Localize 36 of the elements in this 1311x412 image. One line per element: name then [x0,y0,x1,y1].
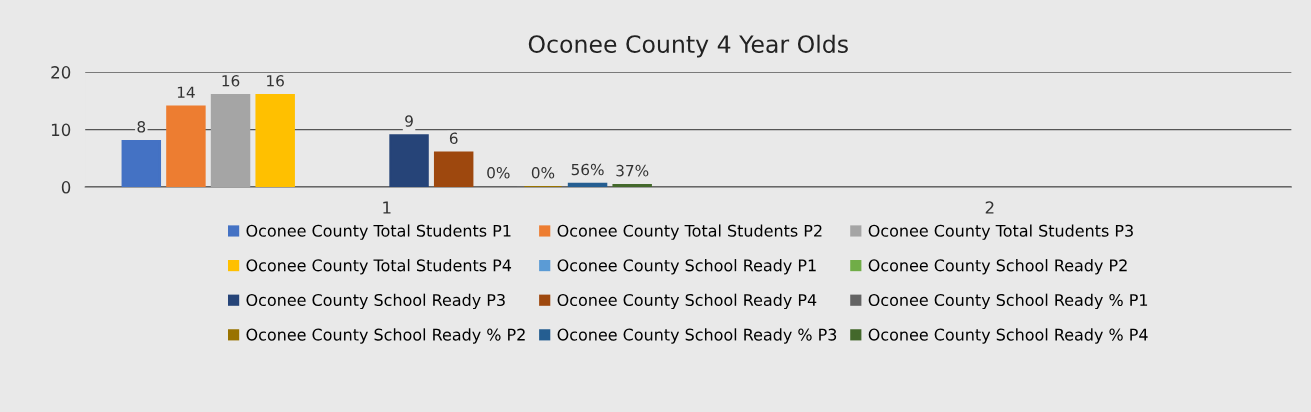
legend-label: Oconee County Total Students P2 [557,224,822,240]
legend-label: Oconee County School Ready % P2 [246,328,525,344]
bar [612,183,652,188]
legend-label: Oconee County Total Students P1 [246,224,511,240]
chart-title: Oconee County 4 Year Olds [528,34,848,58]
data-label: 0% [531,166,555,179]
data-label: 56% [571,163,604,176]
y-tick-label: 20 [51,66,71,79]
legend-label: Oconee County Total Students P4 [246,259,512,275]
bar [567,182,608,188]
legend-label: Oconee County School Ready % P1 [868,293,1148,310]
x-tick-label: 1 [383,201,391,214]
legend-label: Oconee County School Ready P4 [557,293,817,310]
bar [389,134,429,188]
legend-label: Oconee County School Ready % P4 [868,328,1148,344]
legend-label: Oconee County School Ready P2 [868,259,1127,275]
data-label: 14 [177,86,195,98]
y-tick-label: 0 [61,181,71,194]
data-label: 16 [222,75,240,87]
data-label: 0% [487,166,510,179]
bar [255,94,295,188]
x-tick-label: 2 [985,201,994,214]
bar [166,105,206,188]
bar [121,140,162,188]
data-label: 37% [616,164,649,177]
legend-label: Oconee County School Ready % P3 [557,328,837,344]
data-label: 9 [405,115,413,127]
legend-label: Oconee County Total Students P3 [868,224,1133,240]
data-label: 6 [449,132,458,145]
bar [210,94,251,188]
data-label: 16 [267,75,284,87]
legend-label: Oconee County School Ready P1 [557,259,816,275]
data-label: 8 [137,121,146,133]
y-tick-label: 10 [51,123,71,137]
legend-label: Oconee County School Ready P3 [246,293,505,310]
bar [433,151,474,188]
